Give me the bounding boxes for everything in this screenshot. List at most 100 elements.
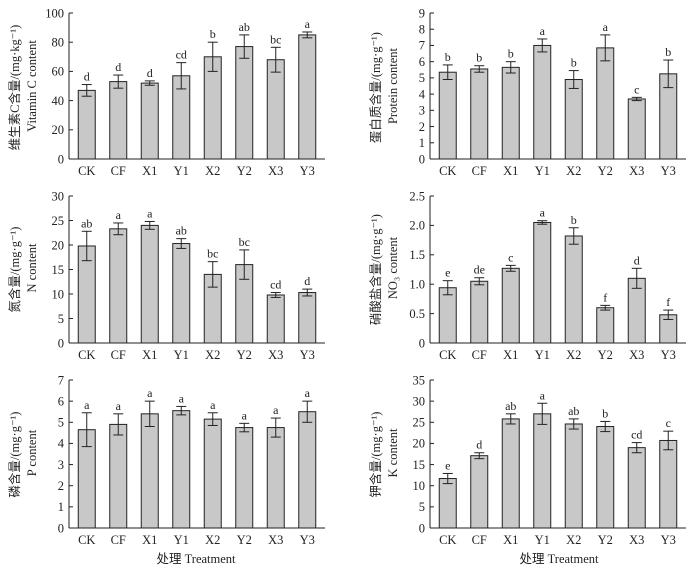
y-tick-label: 35 (413, 373, 426, 387)
y-tick-label: 0 (58, 336, 64, 350)
category-label: Y1 (174, 164, 189, 178)
ylabel-nitrate: 硝酸盐含量/(mg·g⁻¹) NO₃ content (368, 211, 400, 325)
significance-letter: e (445, 458, 450, 472)
y-tick-label: 4 (58, 437, 65, 451)
significance-letter: a (210, 398, 216, 412)
ylabel-en-nitrate: NO₃ content (386, 236, 400, 299)
category-label: CK (439, 533, 456, 547)
y-tick-label: 100 (45, 6, 64, 20)
y-tick-label: 0 (419, 152, 425, 166)
bar-X1 (140, 224, 159, 344)
x-axis-title-left: 处理 Treatment (156, 552, 236, 566)
y-tick-label: 4 (419, 87, 426, 101)
ylabel-en-phosphorus: P content (25, 429, 39, 476)
bar-X1 (140, 413, 159, 529)
significance-letter: a (273, 403, 279, 417)
significance-letter: ab (176, 224, 187, 238)
bar-CK (438, 478, 457, 529)
bar-Y2 (596, 307, 615, 344)
category-label: CK (78, 348, 95, 362)
significance-letter: c (666, 416, 671, 430)
category-label: X1 (142, 348, 157, 362)
panel-nitrate: 硝酸盐含量/(mg·g⁻¹) NO₃ content 0 0.5 1.0 1.5 2.0… (368, 189, 686, 362)
significance-letter: ab (81, 216, 92, 230)
bar-Y3 (298, 34, 317, 160)
ylabel-nitrogen: 氮含量/(mg·g⁻¹) N content (7, 223, 39, 312)
y-tick-label: 30 (413, 394, 426, 408)
category-label: Y1 (535, 348, 550, 362)
y-tick-label: 10 (413, 479, 426, 493)
category-label: Y2 (237, 164, 252, 178)
category-label: Y3 (300, 533, 315, 547)
significance-letter: a (179, 391, 185, 405)
ylabel-cn-protein: 蛋白质含量/(mg·g⁻¹) (368, 32, 383, 143)
category-label: Y2 (598, 348, 613, 362)
category-label: X3 (629, 533, 644, 547)
y-tick-label: 1.5 (409, 248, 425, 262)
bar-Y3 (298, 411, 317, 529)
y-tick-label: 5 (419, 71, 425, 85)
bar-CK (438, 71, 457, 160)
bar-Y2 (596, 426, 615, 529)
y-tick-label: 5 (58, 312, 64, 326)
category-label: Y1 (535, 533, 550, 547)
significance-letter: a (116, 399, 122, 413)
category-label: X1 (503, 164, 518, 178)
significance-letter: ab (568, 404, 579, 418)
significance-letter: cd (270, 278, 281, 292)
category-label: X1 (503, 533, 518, 547)
category-label: X2 (566, 348, 581, 362)
category-label: Y2 (237, 348, 252, 362)
category-label: X2 (205, 533, 220, 547)
bar-Y1 (533, 44, 552, 160)
y-tick-label: 25 (413, 416, 426, 430)
y-tick-label: 1.0 (409, 278, 425, 292)
significance-letter: de (474, 263, 485, 277)
bar-X1 (501, 267, 520, 344)
category-label: CK (439, 348, 456, 362)
significance-letter: b (210, 27, 216, 41)
bar-CF (470, 68, 489, 160)
bar-Y1 (172, 410, 191, 529)
bar-Y1 (533, 413, 552, 529)
bar-CF (470, 455, 489, 529)
ylabel-phosphorus: 磷含量/(mg·g⁻¹) P content (7, 408, 39, 497)
y-tick-label: 0.5 (409, 307, 425, 321)
bar-X1 (501, 418, 520, 529)
y-tick-label: 80 (52, 36, 65, 50)
bar-CF (109, 81, 128, 160)
category-label: X3 (268, 533, 283, 547)
y-tick-label: 1 (58, 500, 64, 514)
y-tick-label: 0 (419, 336, 425, 350)
y-tick-label: 0 (58, 152, 64, 166)
y-tick-label: 15 (52, 263, 65, 277)
bar-Y3 (659, 439, 678, 529)
ylabel-vitc: 维生素C含量/(mg·kg⁻¹) Vitamin C content (7, 22, 39, 151)
bar-CF (109, 228, 128, 344)
significance-letter: a (84, 398, 90, 412)
category-label: CK (78, 164, 95, 178)
significance-letter: a (147, 386, 153, 400)
category-label: CF (111, 533, 126, 547)
ylabel-cn-phosphorus: 磷含量/(mg·g⁻¹) (7, 412, 22, 498)
significance-letter: b (571, 213, 577, 227)
y-tick-label: 7 (419, 39, 425, 53)
category-label: Y3 (661, 348, 676, 362)
significance-letter: c (634, 82, 639, 96)
bar-X3 (266, 59, 285, 160)
y-tick-label: 6 (58, 394, 64, 408)
significance-letter: d (84, 70, 90, 84)
y-tick-label: 25 (52, 214, 65, 228)
bar-X2 (203, 418, 222, 529)
y-tick-label: 15 (413, 458, 426, 472)
category-label: CF (111, 164, 126, 178)
significance-letter: bc (207, 247, 218, 261)
y-tick-label: 9 (419, 6, 425, 20)
category-label: Y2 (598, 533, 613, 547)
bar-X3 (266, 427, 285, 529)
category-label: X2 (566, 533, 581, 547)
category-label: Y2 (237, 533, 252, 547)
y-tick-label: 1 (419, 136, 425, 150)
significance-letter: cd (631, 428, 642, 442)
